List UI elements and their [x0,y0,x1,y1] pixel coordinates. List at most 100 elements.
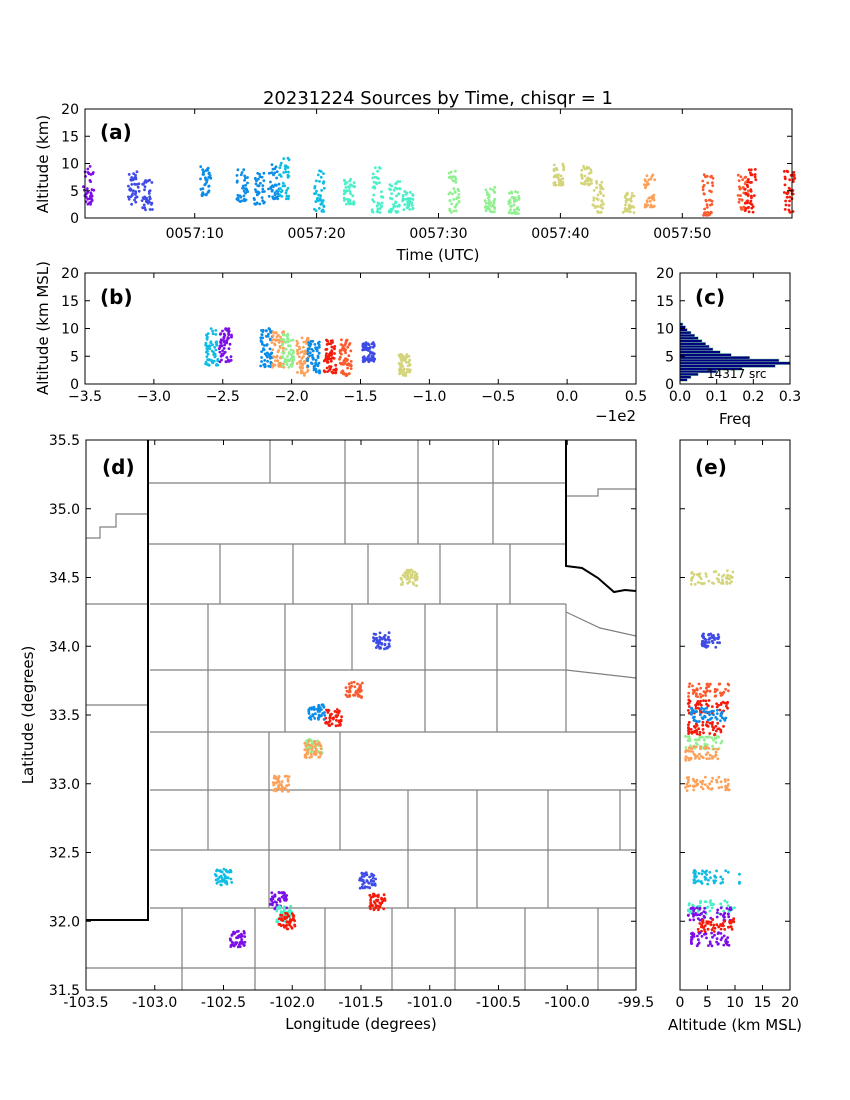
source-point [273,193,277,197]
map-cluster [368,892,387,912]
source-point [398,187,402,191]
source-point [296,371,299,374]
source-point [227,332,231,336]
source-point [281,181,285,185]
source-point [554,175,558,179]
source-point [210,359,214,363]
source-point [405,577,409,581]
source-point [275,777,278,780]
source-point [508,201,512,205]
source-point [722,690,726,694]
source-point [261,187,265,191]
source-point [368,875,371,879]
source-point [701,634,705,638]
source-point [273,338,277,342]
source-point [708,753,712,757]
source-point [690,571,694,575]
source-point [271,334,275,338]
source-point [314,370,318,374]
source-point [453,190,457,194]
source-point [712,923,716,927]
source-point [299,371,303,375]
time-burst [82,165,96,206]
source-point [401,581,405,584]
source-point [209,176,213,180]
x-tick-label: −2.5 [206,389,240,405]
source-point [728,581,732,585]
source-point [290,364,294,368]
source-point [722,909,726,913]
source-point [314,368,318,372]
source-point [411,198,415,201]
source-point [254,177,257,181]
source-point [91,171,95,174]
source-point [140,199,144,203]
source-point [227,327,231,331]
source-point [211,343,214,347]
source-point [718,641,721,645]
source-point [383,643,387,647]
panel-c-source-count: 14317 src [707,367,767,381]
source-point [726,778,730,782]
source-point [583,181,587,185]
y-tick-label: 15 [656,294,674,310]
source-point [749,188,753,192]
source-point [601,187,605,191]
source-point [349,183,352,187]
source-point [708,689,712,693]
source-point [589,168,593,172]
histogram-bar [679,358,780,363]
source-point [699,686,703,690]
source-point [396,204,399,208]
source-point [282,923,285,927]
source-point [273,355,277,359]
source-point [592,196,596,200]
source-point [704,213,708,217]
source-point [484,188,488,192]
source-point [309,715,312,719]
source-point [292,913,295,917]
source-point [695,732,699,736]
source-point [305,342,308,345]
source-point [704,775,707,779]
source-point [692,725,696,728]
source-point [411,207,415,211]
source-point [715,780,719,784]
source-point [270,171,274,175]
source-point [590,182,593,185]
source-point [312,357,315,361]
time-burst [342,177,357,206]
source-point [703,742,707,746]
source-point [317,703,321,707]
histogram-bar [679,342,706,346]
source-point [691,750,695,754]
source-point [286,337,289,340]
source-point [144,208,147,212]
time-burst [267,163,281,201]
y-tick-label: 35.5 [49,433,80,449]
source-point [702,731,705,735]
county-boundary-map [86,440,637,990]
source-point [704,699,708,703]
source-point [788,178,792,182]
source-point [319,194,322,198]
source-point [367,354,371,357]
source-point [273,787,277,791]
source-point [339,343,343,346]
source-point [716,641,719,644]
source-point [211,329,215,333]
source-point [699,581,703,585]
source-point [690,577,693,581]
y-tick-label: 35.0 [49,502,80,518]
source-point [408,577,411,580]
source-point [687,709,690,712]
source-point [278,346,282,349]
source-point [380,204,383,208]
source-point [510,191,514,195]
source-point [722,913,726,917]
source-point [716,908,720,912]
source-point [701,694,705,697]
source-point [365,879,369,882]
source-point [203,183,207,187]
source-point [561,183,565,187]
